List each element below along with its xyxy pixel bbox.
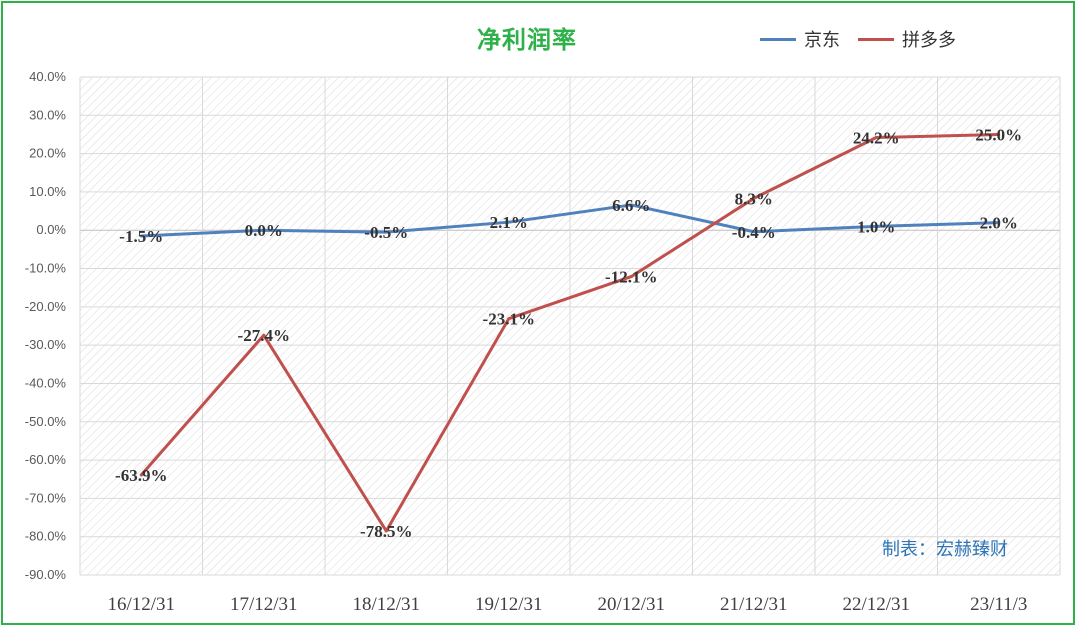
series-line-jd — [141, 203, 999, 238]
data-label: 2.0% — [980, 214, 1018, 233]
watermark: 制表：宏赫臻财 — [882, 539, 1008, 560]
y-tick-label: 0.0% — [36, 222, 66, 237]
y-tick-label: -40.0% — [25, 375, 67, 390]
data-point — [384, 230, 388, 234]
legend-swatch-jd — [760, 37, 796, 41]
y-tick-label: -50.0% — [25, 414, 67, 429]
data-label: 24.2% — [853, 129, 900, 148]
x-tick-label: 16/12/31 — [107, 594, 175, 615]
legend-label-jd: 京东 — [804, 30, 840, 51]
y-tick-label: -90.0% — [25, 567, 67, 582]
legend-item-jd: 京东 — [760, 26, 840, 52]
legend-item-pdd: 拼多多 — [858, 26, 956, 52]
data-point — [629, 275, 633, 279]
x-tick-label: 20/12/31 — [597, 594, 665, 615]
legend: 京东 拼多多 — [760, 26, 974, 52]
x-tick-label: 22/12/31 — [842, 594, 910, 615]
y-tick-label: -30.0% — [25, 337, 67, 352]
y-tick-label: 10.0% — [29, 184, 66, 199]
data-point — [752, 196, 756, 200]
data-point — [752, 230, 756, 234]
y-tick-label: 30.0% — [29, 107, 66, 122]
y-tick-label: 40.0% — [29, 69, 66, 84]
data-point — [997, 221, 1001, 225]
data-label: 8.3% — [735, 189, 773, 208]
data-label: 0.0% — [245, 221, 283, 240]
y-tick-label: -70.0% — [25, 490, 67, 505]
data-point — [874, 224, 878, 228]
data-point — [874, 136, 878, 140]
x-tick-label: 19/12/31 — [475, 594, 543, 615]
data-point — [507, 220, 511, 224]
series-line-pdd — [140, 132, 999, 533]
data-label: 25.0% — [975, 125, 1022, 144]
data-point — [139, 473, 143, 477]
y-tick-label: -20.0% — [25, 299, 67, 314]
x-tick-label: 23/11/3 — [970, 594, 1027, 615]
data-label: -78.5% — [360, 522, 412, 541]
y-tick-label: -80.0% — [25, 529, 67, 544]
x-tick-label: 18/12/31 — [352, 594, 420, 615]
x-tick-label: 17/12/31 — [230, 594, 298, 615]
x-tick-label: 21/12/31 — [720, 594, 788, 615]
data-label: -1.5% — [119, 227, 163, 246]
data-point — [629, 203, 633, 207]
legend-swatch-pdd — [858, 37, 894, 41]
data-label: -0.4% — [732, 223, 776, 242]
data-label: 1.0% — [857, 217, 895, 236]
chart-title: 净利润率 — [477, 26, 577, 54]
data-label: -0.5% — [364, 223, 408, 242]
y-tick-label: -10.0% — [25, 261, 67, 276]
data-label: 2.1% — [490, 213, 528, 232]
data-label: -27.4% — [238, 326, 290, 345]
data-point — [507, 317, 511, 321]
data-point — [262, 228, 266, 232]
data-point — [139, 234, 143, 238]
data-point — [997, 132, 1001, 136]
legend-label-pdd: 拼多多 — [902, 30, 956, 51]
data-label: 6.6% — [612, 196, 650, 215]
y-tick-label: 20.0% — [29, 146, 66, 161]
data-label: -12.1% — [605, 268, 657, 287]
data-label: -23.1% — [483, 310, 535, 329]
data-label: -63.9% — [115, 466, 167, 485]
data-point — [384, 529, 388, 533]
y-tick-label: -60.0% — [25, 452, 67, 467]
data-point — [262, 333, 266, 337]
